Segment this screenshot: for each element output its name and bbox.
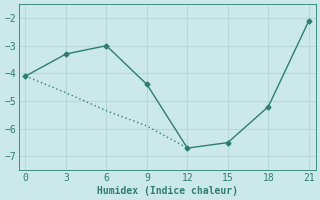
X-axis label: Humidex (Indice chaleur): Humidex (Indice chaleur) <box>97 186 238 196</box>
